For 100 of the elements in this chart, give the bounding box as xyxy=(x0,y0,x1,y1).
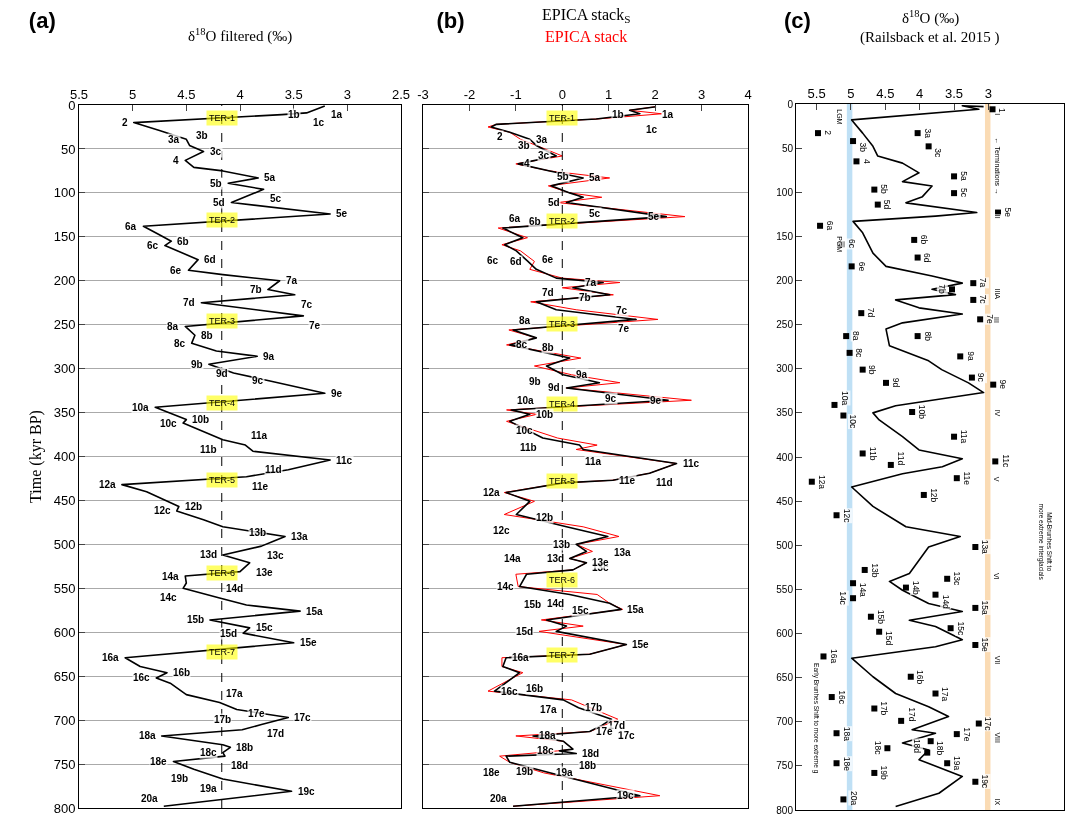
annotation: 1c xyxy=(313,117,325,128)
x-tick-label: 3 xyxy=(984,85,993,101)
annotation: 4 xyxy=(524,158,530,169)
annotation: TER-4 xyxy=(209,398,236,408)
annotation: 9d xyxy=(890,377,901,388)
annotation: 18d xyxy=(582,748,600,759)
annotation: 6e xyxy=(542,254,554,265)
annotation: 13a xyxy=(291,531,309,542)
annotation: 14c xyxy=(497,581,515,592)
annotation: 11a xyxy=(585,456,602,467)
annotation: 15d xyxy=(220,628,238,639)
annotation: 15a xyxy=(627,604,645,615)
annotation: 9c xyxy=(605,393,617,404)
annotation: 15c xyxy=(256,622,274,633)
annotation: 4 xyxy=(861,158,872,164)
annotation: 5d xyxy=(882,199,893,210)
annotation: 5e xyxy=(648,211,660,222)
annotation: 18a xyxy=(841,726,852,742)
y-tick-label: 200 xyxy=(776,275,794,286)
annotation: 15b xyxy=(524,599,542,610)
annotation: 3a xyxy=(536,134,548,145)
annotation: 12b xyxy=(536,512,554,523)
annotation: 8c xyxy=(516,339,528,350)
annotation: 11c xyxy=(1000,454,1011,468)
annotation: 3c xyxy=(210,146,222,157)
annotation: 9a xyxy=(263,351,275,362)
annotation: 11b xyxy=(520,442,537,453)
annotation: 19c xyxy=(617,790,635,801)
annotation: 12c xyxy=(841,508,852,524)
annotation: 13d xyxy=(547,553,565,564)
annotation: 17e xyxy=(596,726,614,737)
y-tick-label: 100 xyxy=(53,185,76,201)
annotation: 18e xyxy=(483,767,501,778)
annotation: 16a xyxy=(512,652,530,663)
y-axis-title: Time (kyr BP) xyxy=(26,410,45,503)
annotation: 12c xyxy=(154,505,172,516)
annotation: 16a xyxy=(102,652,120,663)
annotation: 8a xyxy=(851,330,862,341)
annotation: 7c xyxy=(301,299,313,310)
annotation: 11c xyxy=(336,455,353,466)
annotation: 10c xyxy=(848,414,859,430)
annotation: 6d xyxy=(510,256,522,267)
annotation: 13b xyxy=(553,539,571,550)
annotation: 19c xyxy=(980,774,991,789)
annotation: 7d xyxy=(183,297,195,308)
annotation: 17d xyxy=(267,728,285,739)
annotation: 3a xyxy=(922,128,933,139)
annotation: 18e xyxy=(841,756,852,772)
annotation: 18e xyxy=(150,756,168,767)
annotation: 15c xyxy=(572,605,590,616)
annotation: 20a xyxy=(141,793,159,804)
annotation: 18b xyxy=(236,742,254,753)
annotation: 8a xyxy=(167,321,179,332)
annotation: 18b xyxy=(579,760,597,771)
annotation: 6e xyxy=(857,261,868,272)
y-tick-label: 100 xyxy=(776,186,794,198)
x-axis-title: δ$^{18}$O (‰) xyxy=(902,8,960,28)
annotation: 5a xyxy=(264,172,276,183)
annotation: 8b xyxy=(201,330,213,341)
y-tick-label: 400 xyxy=(776,451,794,463)
annotation: 12b xyxy=(185,501,203,512)
annotation: 9a xyxy=(965,351,976,361)
annotation: 6e xyxy=(170,265,182,276)
annotation: 1a xyxy=(662,109,674,120)
annotation: 7d xyxy=(866,307,877,318)
annotation: 5e xyxy=(1002,207,1013,218)
annotation: 11e xyxy=(252,481,269,492)
annotation: 13c xyxy=(267,550,285,561)
annotation: 17a xyxy=(940,687,951,702)
y-tick-label: 700 xyxy=(776,716,794,728)
annotation: 10b xyxy=(536,409,554,420)
annotation: 17e xyxy=(961,727,972,742)
x-tick-label: 4.5 xyxy=(876,85,895,101)
y-tick-label: 50 xyxy=(781,142,794,154)
annotation: 6b xyxy=(177,236,189,247)
annotation: 13d xyxy=(200,549,218,560)
annotation: 4 xyxy=(173,155,179,166)
y-tick-label: 150 xyxy=(53,229,76,245)
annotation: 10a xyxy=(132,402,150,413)
annotation: 9e xyxy=(331,388,343,399)
annotation: TER-4 xyxy=(549,399,576,409)
annotation: 1 xyxy=(997,108,1008,114)
y-tick-label: 250 xyxy=(776,319,794,331)
x-tick-label: 5 xyxy=(129,86,137,102)
annotation: TER-1 xyxy=(209,113,236,123)
annotation: 3c xyxy=(538,150,550,161)
annotation: 1b xyxy=(288,109,300,120)
annotation: 9c xyxy=(976,372,987,383)
annotation: 17c xyxy=(618,730,636,741)
annotation: 6a xyxy=(509,213,521,224)
y-tick-label: 500 xyxy=(776,539,794,551)
annotation: 9e xyxy=(997,379,1008,390)
annotation: 9a xyxy=(576,369,588,380)
annotation: TER-7 xyxy=(549,650,576,660)
annotation: 14d xyxy=(940,594,951,610)
x-tick-label: 4 xyxy=(236,86,244,102)
annotation: 12b xyxy=(928,488,939,503)
annotation: 16b xyxy=(526,683,544,694)
annotation: 11b xyxy=(868,446,879,461)
annotation: 17a xyxy=(226,688,244,699)
